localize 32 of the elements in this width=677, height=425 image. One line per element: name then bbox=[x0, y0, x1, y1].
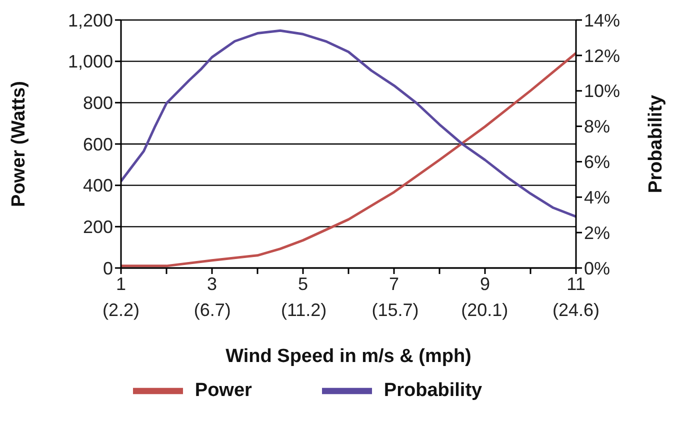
x-tick-label: 7 bbox=[388, 274, 400, 294]
y2-tick-label: 2% bbox=[584, 222, 610, 243]
x2-tick-label: (11.2) bbox=[280, 300, 327, 320]
y2-tick-label: 4% bbox=[584, 188, 610, 208]
x2-tick-label: (15.7) bbox=[372, 300, 419, 320]
y2-tick-label: 6% bbox=[584, 152, 610, 172]
y-tick-label: 1,200 bbox=[68, 10, 113, 30]
y-tick-label: 800 bbox=[82, 93, 113, 114]
x-axis-title: Wind Speed in m/s & (mph) bbox=[226, 346, 472, 367]
x-tick-label: 1 bbox=[116, 274, 126, 294]
y2-tick-label: 8% bbox=[584, 116, 610, 137]
x-tick-label: 11 bbox=[566, 274, 586, 294]
y-tick-label: 600 bbox=[82, 134, 113, 154]
y-tick-label: 400 bbox=[82, 176, 113, 196]
legend-label: Power bbox=[194, 380, 252, 402]
legend-label: Probability bbox=[384, 380, 482, 402]
x2-tick-label: (20.1) bbox=[461, 300, 508, 320]
y2-tick-label: 14% bbox=[584, 10, 620, 30]
y2-tick-label: 0% bbox=[584, 258, 610, 278]
y-axis-title: Power (Watts) bbox=[8, 81, 30, 207]
x2-tick-label: (2.2) bbox=[102, 300, 140, 320]
x-tick-label: 9 bbox=[480, 274, 490, 294]
x2-tick-label: (6.7) bbox=[194, 300, 231, 320]
y-tick-label: 200 bbox=[82, 217, 113, 238]
x-tick-label: 3 bbox=[206, 274, 218, 294]
y2-axis-title: Probability bbox=[646, 94, 667, 194]
x2-tick-label: (24.6) bbox=[552, 300, 600, 320]
y2-tick-label: 12% bbox=[584, 46, 620, 66]
y-tick-label: 1,000 bbox=[68, 52, 113, 72]
x-tick-label: 5 bbox=[298, 274, 308, 294]
y2-tick-label: 10% bbox=[584, 81, 620, 102]
y-tick-label: 0 bbox=[102, 258, 113, 278]
